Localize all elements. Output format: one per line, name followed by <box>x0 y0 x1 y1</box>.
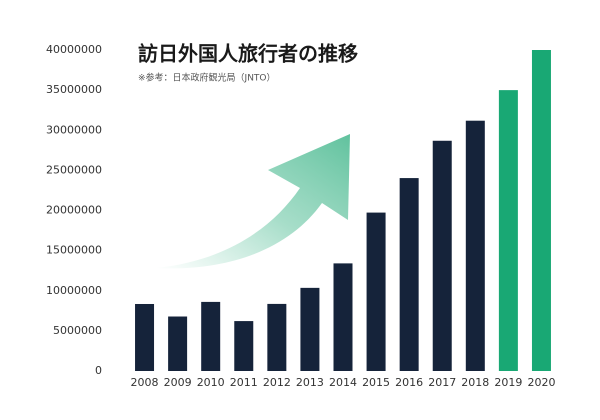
y-tick-label: 5000000 <box>53 324 102 337</box>
x-tick-label: 2014 <box>329 376 357 389</box>
bar <box>531 50 551 371</box>
y-tick-label: 25000000 <box>46 163 102 176</box>
bar <box>465 120 485 371</box>
x-tick-label: 2011 <box>230 376 258 389</box>
x-tick-label: 2018 <box>461 376 489 389</box>
x-tick-label: 2010 <box>197 376 225 389</box>
x-tick-label: 2013 <box>296 376 324 389</box>
bar <box>234 321 254 371</box>
bar <box>300 287 320 371</box>
y-tick-label: 15000000 <box>46 244 102 257</box>
bar <box>366 212 386 371</box>
x-tick-label: 2020 <box>527 376 555 389</box>
bar <box>432 140 452 371</box>
x-tick-label: 2019 <box>494 376 522 389</box>
x-tick-label: 2017 <box>428 376 456 389</box>
bar <box>498 90 518 371</box>
bar <box>333 263 353 371</box>
x-tick-label: 2015 <box>362 376 390 389</box>
bar <box>267 303 287 371</box>
bar <box>201 301 221 371</box>
bar <box>168 316 188 371</box>
x-tick-label: 2016 <box>395 376 423 389</box>
y-tick-label: 40000000 <box>46 43 102 56</box>
y-tick-label: 35000000 <box>46 83 102 96</box>
y-tick-label: 30000000 <box>46 123 102 136</box>
bar <box>135 303 155 371</box>
trend-arrow <box>155 134 350 269</box>
chart-title: 訪日外国人旅行者の推移 <box>138 42 358 66</box>
x-tick-label: 2012 <box>263 376 291 389</box>
x-tick-label: 2008 <box>131 376 159 389</box>
x-tick-label: 2009 <box>164 376 192 389</box>
chart-subtitle: ※参考：日本政府観光局（JNTO） <box>138 72 276 84</box>
y-tick-label: 10000000 <box>46 284 102 297</box>
y-tick-label: 20000000 <box>46 204 102 217</box>
bar <box>399 178 419 371</box>
y-tick-label: 0 <box>95 364 102 377</box>
